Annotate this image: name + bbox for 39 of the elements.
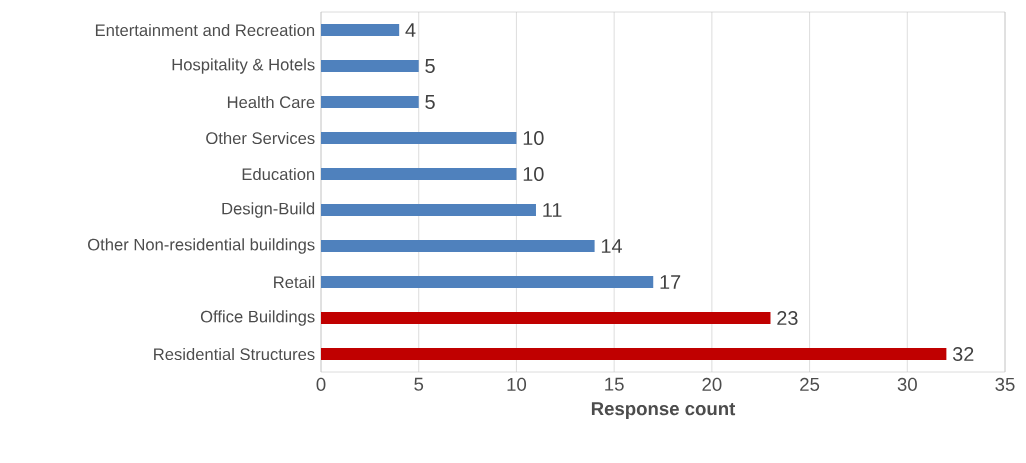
bar (321, 96, 419, 108)
x-tick-label: 35 (995, 377, 1015, 391)
data-label: 10 (523, 130, 544, 146)
x-axis-title: Response count (591, 402, 736, 419)
bar (321, 132, 517, 144)
bar (321, 60, 419, 72)
y-tick-label: Design-Build (222, 202, 315, 218)
y-tick-label: Other Non-residential buildings (88, 238, 315, 254)
x-tick-label: 15 (605, 377, 624, 391)
data-label: 32 (952, 346, 974, 362)
data-label: 14 (601, 239, 622, 253)
y-tick-label: Education (242, 167, 315, 181)
x-tick-label: 5 (414, 377, 424, 391)
bar (321, 348, 947, 361)
data-label: 5 (425, 95, 435, 109)
bar (321, 168, 517, 181)
data-label: 11 (543, 203, 562, 217)
y-tick-label: Office Buildings (200, 310, 315, 326)
x-tick-label: 25 (800, 377, 820, 391)
y-tick-label: Other Services (206, 131, 315, 145)
x-tick-label: 30 (897, 377, 917, 391)
y-tick-label: Residential Structures (154, 347, 315, 361)
x-tick-label: 20 (702, 377, 722, 391)
data-label: 17 (660, 275, 681, 289)
bar (321, 276, 654, 289)
bar (321, 24, 400, 36)
bar (321, 312, 771, 325)
y-tick-label: Hospitality & Hotels (172, 58, 315, 74)
data-label: 5 (425, 59, 435, 73)
x-tick-label: 0 (316, 377, 326, 391)
bar (321, 204, 536, 217)
bar (321, 240, 595, 253)
data-label: 10 (523, 166, 544, 182)
x-tick-label: 10 (507, 377, 527, 391)
y-tick-label: Entertainment and Recreation (95, 23, 315, 37)
data-label: 23 (777, 310, 798, 326)
y-tick-label: Health Care (227, 95, 315, 109)
y-tick-label: Retail (274, 275, 315, 289)
data-label: 4 (405, 23, 416, 37)
